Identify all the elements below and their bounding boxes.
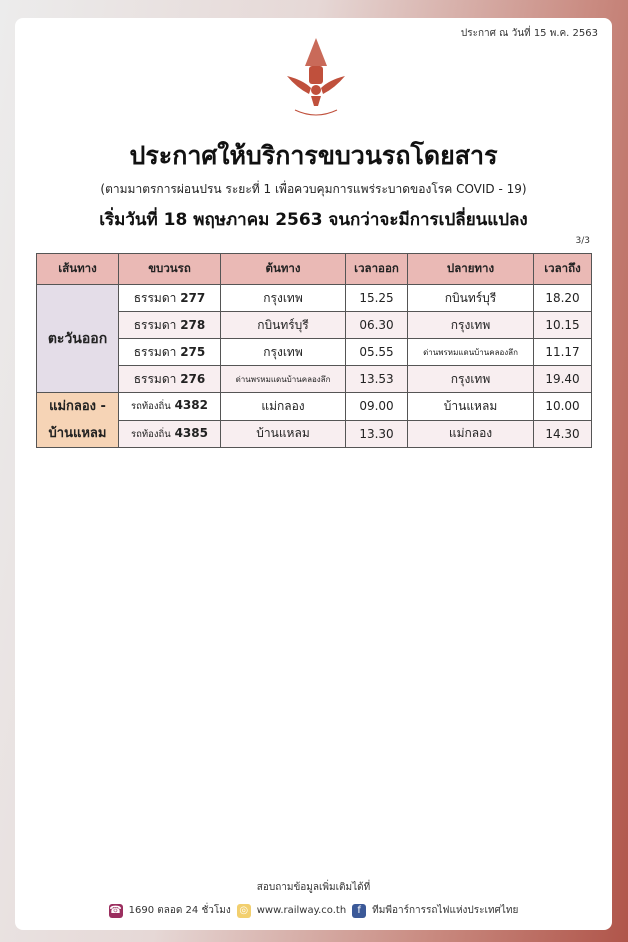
- route-east: ตะวันออก: [36, 284, 119, 393]
- col-destination: ปลายทาง: [407, 253, 534, 285]
- inquiry-text: สอบถามข้อมูลเพิ่มเติมได้ที่: [256, 882, 371, 893]
- arrive-cell: 18.20: [533, 284, 592, 312]
- train-cell: รถท้องถิ่น 4382: [118, 392, 221, 421]
- table-row: ธรรมดา 275 กรุงเทพ 05.55 ด่านพรหมแดนบ้าน…: [37, 338, 592, 366]
- arrive-cell: 19.40: [533, 365, 592, 393]
- srt-logo: [287, 38, 345, 116]
- arrive-cell: 11.17: [533, 338, 592, 366]
- table-row: ธรรมดา 278 กบินทร์บุรี 06.30 กรุงเทพ 10.…: [37, 311, 592, 339]
- col-origin: ต้นทาง: [220, 253, 346, 285]
- depart-cell: 15.25: [345, 284, 408, 312]
- col-arrive: เวลาถึง: [533, 253, 592, 285]
- phone-icon: ☎: [108, 903, 123, 918]
- page-title: ประกาศให้บริการขบวนรถโดยสาร: [129, 141, 498, 170]
- facebook-link[interactable]: ทีมพีอาร์การรถไฟแห่งประเทศไทย: [372, 905, 519, 916]
- col-route: เส้นทาง: [36, 253, 119, 285]
- col-depart: เวลาออก: [345, 253, 408, 285]
- table-header: เส้นทาง ขบวนรถ ต้นทาง เวลาออก ปลายทาง เว…: [36, 253, 592, 285]
- origin-cell: กรุงเทพ: [220, 284, 346, 312]
- depart-cell: 05.55: [345, 338, 408, 366]
- phone-text: 1690 ตลอด 24 ชั่วโมง: [128, 905, 231, 916]
- destination-cell: กรุงเทพ: [407, 311, 534, 339]
- destination-cell: แม่กลอง: [407, 419, 534, 448]
- origin-cell: กบินทร์บุรี: [220, 311, 346, 339]
- facebook-icon: f: [352, 903, 367, 918]
- start-date-heading: เริ่มวันที่ 18 พฤษภาคม 2563 จนกว่าจะมีกา…: [99, 210, 528, 230]
- depart-cell: 13.53: [345, 365, 408, 393]
- web-icon: ◎: [236, 903, 251, 918]
- arrive-cell: 14.30: [533, 419, 592, 448]
- train-cell: ธรรมดา 276: [118, 365, 221, 393]
- arrive-cell: 10.00: [533, 392, 592, 421]
- depart-cell: 06.30: [345, 311, 408, 339]
- destination-cell: ด่านพรหมแดนบ้านคลองลึก: [407, 338, 534, 366]
- destination-cell: กรุงเทพ: [407, 365, 534, 393]
- announce-date: ประกาศ ณ วันที่ 15 พ.ค. 2563: [460, 28, 598, 39]
- table-row: แม่กลอง - บ้านแหลม รถท้องถิ่น 4382 แม่กล…: [36, 392, 592, 448]
- origin-cell: บ้านแหลม: [220, 419, 346, 448]
- origin-cell: ด่านพรหมแดนบ้านคลองลึก: [220, 365, 346, 393]
- announcement-card: ประกาศ ณ วันที่ 15 พ.ค. 2563 ประกาศให้บร…: [15, 18, 612, 930]
- table-row: รถท้องถิ่น 4385 บ้านแหลม 13.30 แม่กลอง 1…: [37, 419, 592, 448]
- schedule-table: เส้นทาง ขบวนรถ ต้นทาง เวลาออก ปลายทาง เว…: [36, 253, 592, 448]
- table-row: ธรรมดา 276 ด่านพรหมแดนบ้านคลองลึก 13.53 …: [37, 365, 592, 393]
- arrive-cell: 10.15: [533, 311, 592, 339]
- origin-cell: แม่กลอง: [220, 392, 346, 421]
- col-train: ขบวนรถ: [118, 253, 221, 285]
- route-maeklong: แม่กลอง - บ้านแหลม: [36, 392, 119, 448]
- depart-cell: 13.30: [345, 419, 408, 448]
- subtitle: (ตามมาตรการผ่อนปรน ระยะที่ 1 เพื่อควบคุม…: [100, 182, 527, 196]
- train-cell: ธรรมดา 277: [118, 284, 221, 312]
- destination-cell: กบินทร์บุรี: [407, 284, 534, 312]
- train-cell: รถท้องถิ่น 4385: [118, 419, 221, 448]
- train-cell: ธรรมดา 278: [118, 311, 221, 339]
- website-link[interactable]: www.railway.co.th: [256, 905, 347, 916]
- table-row: ตะวันออก ธรรมดา 277 กรุงเทพ 15.25 กบินทร…: [36, 284, 592, 393]
- origin-cell: กรุงเทพ: [220, 338, 346, 366]
- page-number: 3/3: [575, 236, 590, 246]
- destination-cell: บ้านแหลม: [407, 392, 534, 421]
- depart-cell: 09.00: [345, 392, 408, 421]
- train-cell: ธรรมดา 275: [118, 338, 221, 366]
- contact-bar: ☎ 1690 ตลอด 24 ชั่วโมง ◎ www.railway.co.…: [15, 903, 612, 918]
